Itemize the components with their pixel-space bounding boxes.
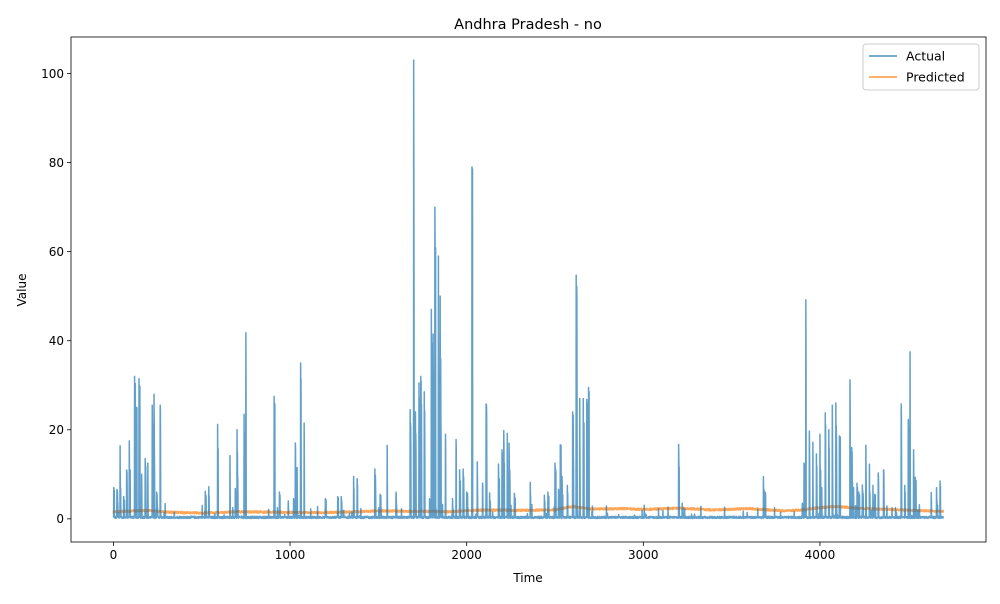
y-axis-label: Value <box>15 274 29 307</box>
x-tick-label: 4000 <box>805 548 836 562</box>
y-tick-label: 20 <box>49 423 64 437</box>
legend-label-predicted: Predicted <box>906 70 965 85</box>
plot-frame <box>70 36 987 543</box>
legend: Actual Predicted <box>862 43 980 91</box>
actual-line <box>112 59 945 520</box>
x-tick-label: 3000 <box>628 548 659 562</box>
y-tick-label: 100 <box>41 67 64 81</box>
y-tick-label: 60 <box>49 245 64 259</box>
x-axis-label: Time <box>512 571 542 585</box>
y-tick-label: 40 <box>49 334 64 348</box>
x-tick-label: 0 <box>110 548 118 562</box>
y-tick-label: 80 <box>49 156 64 170</box>
y-axis-ticks: 0 20 40 60 80 100 <box>41 67 71 526</box>
legend-label-actual: Actual <box>906 49 945 64</box>
x-tick-label: 1000 <box>275 548 306 562</box>
actual-series <box>112 59 945 520</box>
plot-area <box>112 59 945 520</box>
x-tick-label: 2000 <box>451 548 482 562</box>
y-tick-label: 0 <box>56 512 64 526</box>
x-axis-ticks: 0 1000 2000 3000 4000 <box>110 542 836 562</box>
chart-title: Andhra Pradesh - no <box>454 17 602 33</box>
